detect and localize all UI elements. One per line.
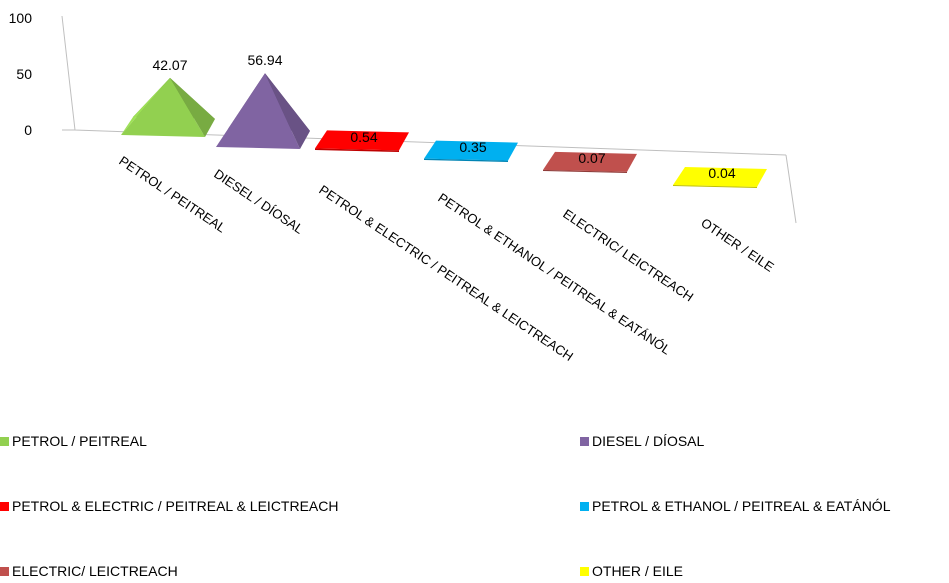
pyramid-flat-edge [315, 148, 399, 152]
pyramid-front-face [121, 77, 205, 137]
x-tick-label: OTHER / EILE [698, 215, 777, 275]
pyramid-left-face [121, 77, 170, 135]
y-tick-label: 100 [9, 10, 33, 26]
pyramid-left-face [216, 73, 265, 147]
y-axis: 0 50 100 [9, 10, 33, 138]
data-label: 56.94 [247, 52, 282, 68]
chart-marks: 42.07 56.94 0.54 0.35 0.07 0.04 [121, 52, 767, 188]
x-tick-label: PETROL / PEITREAL [116, 153, 228, 235]
pyramid-flat-top [315, 130, 409, 151]
bar-pyramid [315, 130, 409, 152]
pyramid-side-face [170, 77, 215, 137]
bar-pyramid [424, 140, 518, 162]
data-label: 0.07 [578, 150, 605, 166]
data-label: 0.54 [350, 129, 377, 145]
pyramid-side-face [265, 73, 310, 149]
x-tick-label: PETROL & ETHANOL / PEITREAL & EATÁNÓL [435, 190, 673, 357]
pyramid-front-face [216, 73, 300, 149]
chart-frame [61, 15, 797, 224]
floor-right-edge [785, 154, 797, 224]
pyramid-flat-top [673, 166, 767, 187]
y-tick-label: 0 [24, 122, 32, 138]
pyramid-flat-edge [424, 158, 508, 162]
bar-pyramid [673, 166, 767, 188]
data-label: 42.07 [152, 57, 187, 73]
data-label: 0.35 [459, 139, 486, 155]
bar-pyramid [543, 151, 637, 173]
pyramid-flat-edge [673, 184, 757, 188]
bar-pyramid [216, 73, 310, 149]
y-tick-label: 50 [16, 66, 32, 82]
data-label: 0.04 [708, 165, 735, 181]
pyramid-flat-edge [543, 169, 627, 173]
pyramid-flat-top [424, 140, 518, 161]
bar-pyramid [121, 77, 215, 137]
pyramid-flat-top [543, 151, 637, 172]
